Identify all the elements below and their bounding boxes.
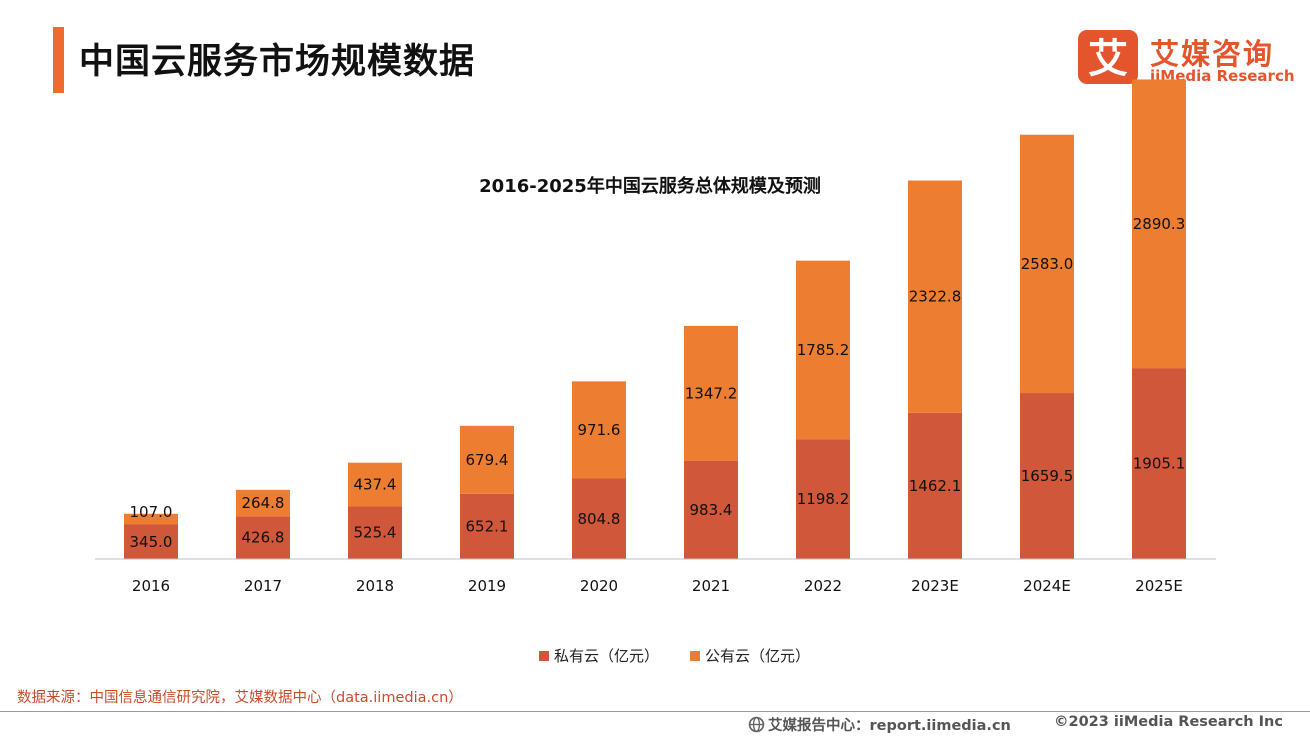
x-tick-label-2024E: 2024E: [1023, 577, 1071, 595]
bar-private-2024E: [1020, 393, 1074, 559]
data-label-private-2016: 345.0: [130, 533, 173, 551]
footer-report-center-text: 艾媒报告中心：report.iimedia.cn: [768, 718, 1011, 734]
bars-group: 345.0 107.0 426.8 264.8 525.4 437.4 652.1 679.4…: [124, 79, 1186, 559]
bar-private-2021: [684, 460, 738, 559]
bar-public-2021: [684, 325, 738, 461]
data-label-public-2022: 1785.2: [797, 341, 850, 359]
legend-swatch-private: [539, 651, 549, 661]
logo-mark-glyph: 艾: [1088, 36, 1128, 82]
data-label-private-2019: 652.1: [466, 517, 509, 535]
data-label-public-2023E: 2322.8: [909, 288, 962, 306]
legend-label-private: 私有云（亿元）: [554, 647, 659, 665]
x-tick-label-2023E: 2023E: [911, 577, 959, 595]
x-tick-label-2018: 2018: [356, 577, 394, 595]
globe-icon: [748, 716, 765, 733]
bar-public-2018: [348, 462, 402, 507]
bar-public-2023E: [908, 180, 962, 413]
data-label-public-2021: 1347.2: [685, 384, 738, 402]
bar-private-2018: [348, 506, 402, 559]
x-tick-label-2019: 2019: [468, 577, 506, 595]
data-label-private-2025E: 1905.1: [1133, 455, 1186, 473]
x-tick-label-2016: 2016: [132, 577, 170, 595]
x-tick-label-2025E: 2025E: [1135, 577, 1183, 595]
chart-title: 2016-2025年中国云服务总体规模及预测: [479, 175, 821, 197]
bar-public-2016: [124, 513, 178, 525]
data-label-public-2018: 437.4: [354, 476, 397, 494]
title-accent-bar: [53, 27, 64, 93]
data-label-public-2016: 107.0: [130, 503, 173, 521]
stacked-bar-chart: 2016-2025年中国云服务总体规模及预测 345.0 107.0 426.8 26…: [95, 79, 1216, 665]
bar-public-2020: [572, 381, 626, 479]
logo-mark: 艾: [1078, 30, 1138, 84]
data-label-public-2020: 971.6: [578, 421, 621, 439]
chart-legend: 私有云（亿元） 公有云（亿元）: [539, 647, 810, 665]
data-label-private-2023E: 1462.1: [909, 477, 962, 495]
data-label-public-2024E: 2583.0: [1021, 255, 1074, 273]
page-title: 中国云服务市场规模数据: [79, 42, 476, 82]
x-tick-label-2022: 2022: [804, 577, 842, 595]
logo-name-cn: 艾媒咨询: [1150, 37, 1275, 71]
bar-public-2022: [796, 260, 850, 440]
data-label-private-2020: 804.8: [578, 510, 621, 528]
bar-private-2023E: [908, 412, 962, 559]
bar-private-2022: [796, 439, 850, 559]
bar-private-2017: [236, 516, 290, 559]
x-tick-label-2017: 2017: [244, 577, 282, 595]
data-label-public-2019: 679.4: [466, 451, 509, 469]
data-label-private-2018: 525.4: [354, 524, 397, 542]
logo-name-en: iiMedia Research: [1150, 67, 1295, 85]
data-label-private-2024E: 1659.5: [1021, 467, 1074, 485]
bar-private-2016: [124, 524, 178, 559]
data-label-private-2021: 983.4: [690, 501, 733, 519]
bar-public-2024E: [1020, 134, 1074, 394]
footer-copyright: ©2023 iiMedia Research Inc: [1054, 714, 1283, 730]
x-tick-labels: 2016 2017 2018 2019 2020 2021 2022 2023E 2024E 20…: [132, 577, 1183, 595]
footer-report-center[interactable]: 艾媒报告中心：report.iimedia.cn: [748, 714, 1011, 735]
bar-public-2025E: [1132, 79, 1186, 369]
data-label-public-2025E: 2890.3: [1133, 215, 1186, 233]
x-tick-label-2020: 2020: [580, 577, 618, 595]
legend-label-public: 公有云（亿元）: [705, 647, 810, 665]
data-source-note: 数据来源：中国信息通信研究院，艾媒数据中心（data.iimedia.cn）: [17, 690, 463, 706]
footer-divider: [0, 711, 1310, 712]
brand-logo: 艾 艾媒咨询 iiMedia Research: [1078, 30, 1295, 86]
bar-public-2017: [236, 489, 290, 517]
data-label-private-2017: 426.8: [242, 529, 285, 547]
bar-private-2025E: [1132, 368, 1186, 559]
data-label-private-2022: 1198.2: [797, 490, 850, 508]
x-tick-label-2021: 2021: [692, 577, 730, 595]
bar-private-2019: [460, 493, 514, 559]
legend-swatch-public: [690, 651, 700, 661]
bar-public-2019: [460, 425, 514, 494]
bar-private-2020: [572, 478, 626, 559]
data-label-public-2017: 264.8: [242, 494, 285, 512]
